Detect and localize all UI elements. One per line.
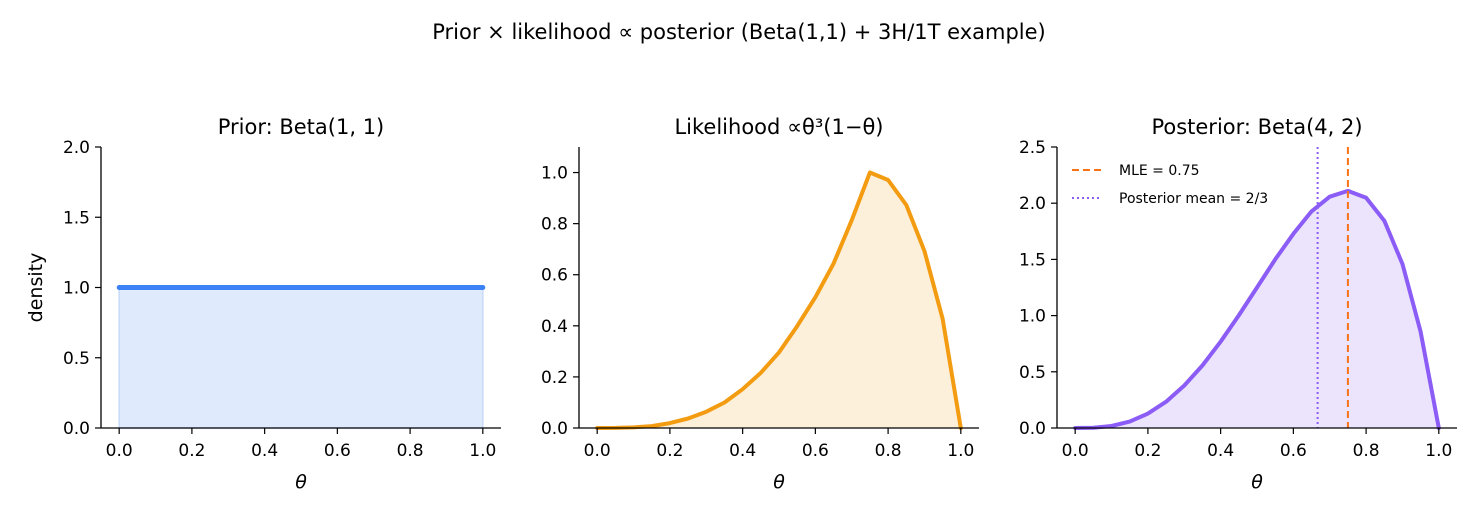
posterior-x-tick-label: 0.4 [1207,441,1234,461]
prior-x-axis-label: θ [295,471,307,493]
prior-y-tick-label: 0.0 [63,419,90,439]
prior-panel: 0.0 0.2 0.4 0.6 0.8 1.0 0.0 0.5 1.0 1.5 2.0 θ densit… [25,115,501,493]
posterior-title: Posterior: Beta(4, 2) [1151,115,1362,139]
legend-mean-label: Posterior mean = 2/3 [1119,191,1268,207]
likelihood-x-tick-label: 0.2 [656,441,683,461]
prior-y-axis-label: density [25,253,47,323]
posterior-panel: 0.0 0.2 0.4 0.6 0.8 1.0 0.0 0.5 1.0 1.5 2.0 2.5 θ Pos… [1019,115,1457,493]
posterior-curve [1073,188,1441,430]
prior-area [118,286,484,429]
posterior-y-tick-label: 0.5 [1019,363,1046,383]
prior-x-tick-label: 0.6 [324,441,351,461]
posterior-y-tick-label: 1.5 [1019,250,1046,270]
prior-y-tick-label: 0.5 [63,349,90,369]
prior-y-tick-label: 2.0 [63,138,90,158]
likelihood-y-tick-label: 0.0 [541,419,568,439]
prior-x-tick-label: 0.8 [397,441,424,461]
prior-x-tick-label: 0.0 [106,441,133,461]
prior-y-tick-label: 1.5 [63,208,90,228]
posterior-x-tick-label: 1.0 [1425,441,1452,461]
posterior-y-tick-label: 0.0 [1019,419,1046,439]
likelihood-x-tick-label: 0.4 [729,441,756,461]
likelihood-panel: 0.0 0.2 0.4 0.6 0.8 1.0 0.0 0.2 0.4 0.6 0.8 1.0 θ Lik… [541,115,979,493]
likelihood-x-tick-label: 0.8 [875,441,902,461]
likelihood-x-tick-label: 0.6 [802,441,829,461]
posterior-y-tick-label: 2.5 [1019,138,1046,158]
posterior-y-tick-label: 2.0 [1019,194,1046,214]
prior-x-tick-label: 1.0 [469,441,496,461]
posterior-x-tick-label: 0.2 [1134,441,1161,461]
posterior-area [1075,190,1439,428]
likelihood-title: Likelihood ∝θ³(1−θ) [674,115,883,139]
posterior-x-tick-label: 0.0 [1062,441,1089,461]
prior-y-tick-label: 1.0 [63,279,90,299]
likelihood-x-axis-label: θ [773,471,785,493]
likelihood-area [597,172,961,428]
likelihood-x-tick-label: 0.0 [584,441,611,461]
prior-title: Prior: Beta(1, 1) [218,115,385,139]
likelihood-y-tick-label: 1.0 [541,164,568,184]
posterior-x-axis-label: θ [1251,471,1263,493]
posterior-x-tick-label: 0.8 [1353,441,1380,461]
figure-title: Prior × likelihood ∝ posterior (Beta(1,1… [432,20,1046,44]
likelihood-y-tick-label: 0.2 [541,368,568,388]
likelihood-y-tick-label: 0.8 [541,215,568,235]
likelihood-y-tick-label: 0.4 [541,317,568,337]
likelihood-curve [595,170,963,430]
posterior-x-tick-label: 0.6 [1280,441,1307,461]
prior-x-tick-label: 0.4 [251,441,278,461]
posterior-y-tick-label: 1.0 [1019,307,1046,327]
likelihood-y-tick-label: 0.6 [541,266,568,286]
legend-mle-label: MLE = 0.75 [1119,163,1200,179]
likelihood-x-tick-label: 1.0 [947,441,974,461]
prior-x-tick-label: 0.2 [178,441,205,461]
